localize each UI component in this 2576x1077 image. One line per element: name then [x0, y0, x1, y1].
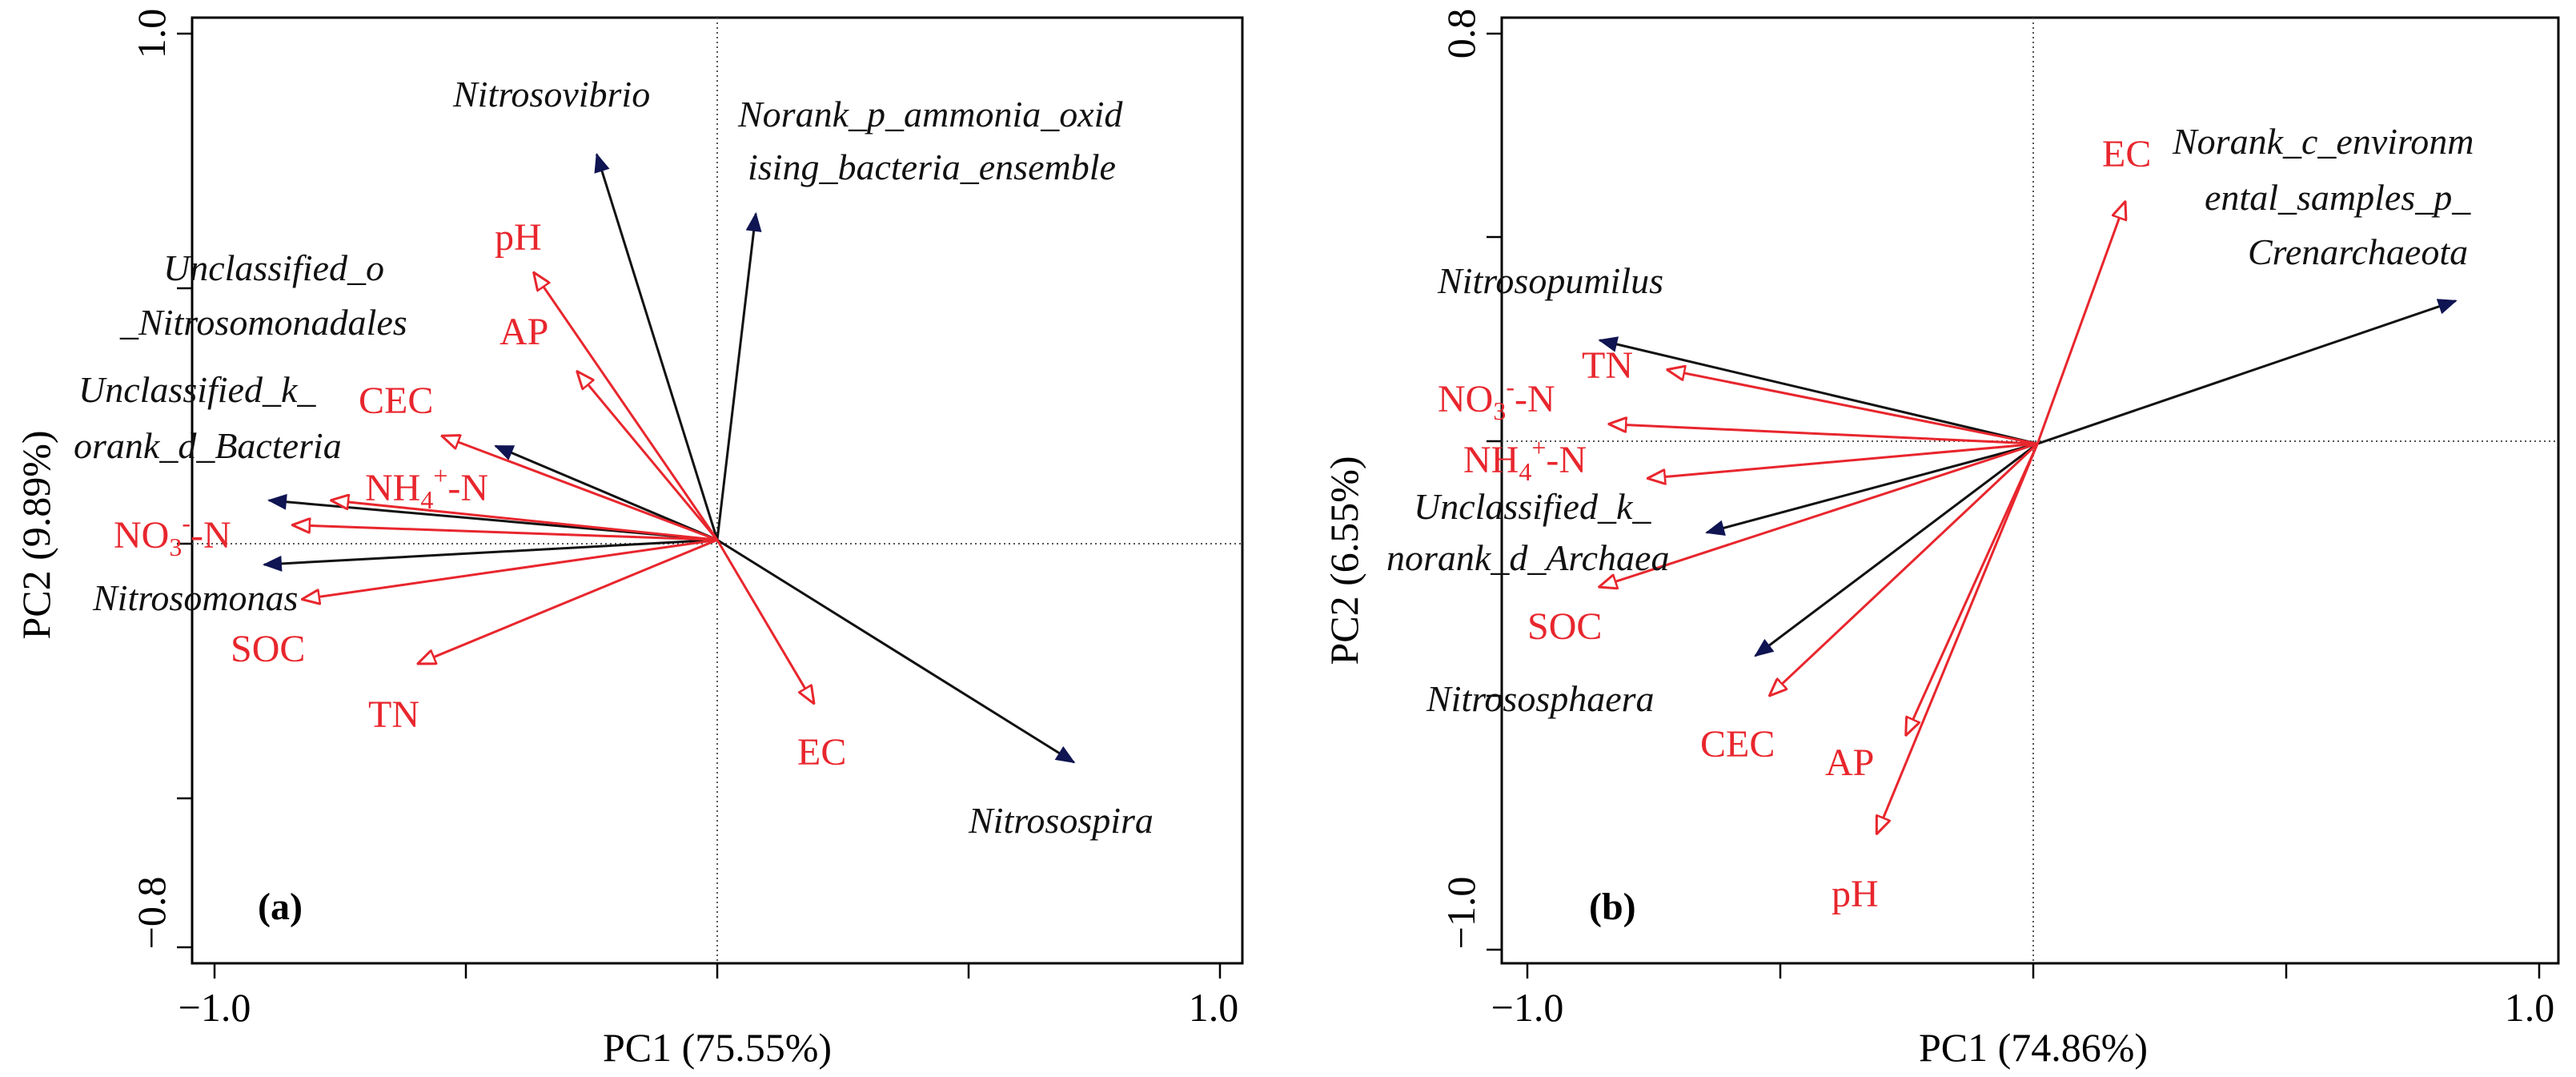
panel-a: −1.0 1.0 1.0 −0.8 PC1 (75.55%) PC2 (9.89…: [14, 9, 1244, 1070]
env-label-tn-b: TN: [1582, 344, 1633, 387]
species-label-uncl-k-line2-b: norank_d_Archaea: [1386, 537, 1669, 578]
species-arrow-norank-c-environmental-samples-p-crenarchaeota-b: [2036, 299, 2458, 445]
panel-letter-a: (a): [258, 886, 303, 928]
species-label-nitrosovibrio-a: Nitrosovibrio: [452, 74, 650, 115]
env-arrow-soc-b: [1599, 442, 2038, 587]
species-arrow-nitrosovibrio-a: [594, 152, 719, 541]
env-arrow-ap-a: [577, 372, 719, 541]
species-label-norank-line1-b: Norank_c_environm: [2172, 121, 2474, 162]
species-label-nitrosospira-a: Nitrosospira: [968, 800, 1154, 841]
env-label-nh4-a: NH4+-N: [365, 461, 488, 514]
species-arrow-unclassified-k-norank-d-archaea-b: [1705, 442, 2038, 536]
env-label-no3-a: NO3--N: [114, 508, 231, 561]
env-arrow-nh4-n-a: [331, 500, 718, 541]
nh4-sub: 4: [420, 485, 433, 514]
no3-sub: 3: [169, 532, 182, 561]
env-label-soc-a: SOC: [231, 628, 305, 670]
env-arrow-nh4-n-b: [1648, 442, 2038, 478]
nh4-rest: -N: [447, 467, 488, 509]
axis-ticks-b: [1487, 32, 2541, 979]
env-label-ap-b: AP: [1825, 741, 1874, 784]
x-axis-label-b: PC1 (74.86%): [1919, 1025, 2148, 1070]
env-label-nh4-b: NH4+-N: [1463, 433, 1587, 486]
no3-rest: -N: [1515, 378, 1555, 420]
species-label-uncl-o-line1-a: Unclassified_o: [163, 247, 384, 288]
species-arrow-nitrosomonas-a: [262, 538, 718, 572]
species-label-norank-line2-b: ental_samples_p_: [2205, 177, 2471, 218]
env-label-no3-b: NO3--N: [1438, 372, 1555, 425]
species-label-norank-line2-a: ising_bacteria_ensemble: [748, 147, 1116, 187]
env-arrow-ec-b: [2036, 202, 2125, 444]
x-tick-max-a: 1.0: [1189, 985, 1239, 1030]
env-label-soc-b: SOC: [1527, 605, 1602, 648]
y-tick-max-b: 0.8: [1438, 9, 1483, 59]
env-label-cec-b: CEC: [1700, 723, 1775, 766]
env-arrow-ec-a: [716, 539, 813, 703]
y-tick-max-a: 1.0: [129, 9, 174, 59]
env-arrow-tn-b: [1667, 370, 2038, 445]
species-label-nitrosopumilus-b: Nitrosopumilus: [1437, 260, 1663, 301]
nh4-base: NH: [365, 467, 420, 509]
y-axis-label-b: PC2 (6.55%): [1322, 456, 1366, 665]
species-label-uncl-o-line2-a: _Nitrosomonadales: [119, 302, 407, 343]
env-arrow-tn-a: [419, 538, 718, 663]
plot-frame-b: [1500, 16, 2560, 965]
env-arrow-no3-n-a: [293, 525, 718, 541]
x-tick-min-a: −1.0: [179, 985, 251, 1030]
x-tick-min-b: −1.0: [1491, 985, 1564, 1030]
y-axis-label-a: PC2 (9.89%): [14, 430, 58, 639]
env-arrow-soc-a: [303, 538, 718, 599]
nh4-sub: 4: [1519, 457, 1531, 486]
env-label-tn-a: TN: [368, 693, 419, 736]
no3-rest: -N: [191, 514, 231, 557]
species-label-uncl-k-line1-a: Unclassified_k_: [78, 369, 316, 410]
species-arrow-nitrosospira-a: [716, 538, 1076, 764]
species-arrow-unclassified-o-nitrosomonadales-a: [494, 444, 718, 541]
x-tick-max-b: 1.0: [2505, 985, 2555, 1030]
env-arrow-cec-b: [1770, 443, 2039, 695]
nh4-rest: -N: [1546, 439, 1587, 481]
species-arrow-nitrosopumilus-b: [1598, 336, 2038, 445]
env-label-ec-b: EC: [2102, 133, 2151, 175]
env-label-ph-b: pH: [1832, 873, 1879, 915]
no3-base: NO: [1438, 378, 1493, 420]
species-label-uncl-k-line2-a: orank_d_Bacteria: [74, 425, 342, 466]
env-arrow-ph-b: [1877, 443, 2039, 834]
species-label-nitrosomonas-a: Nitrosomonas: [92, 577, 298, 618]
nh4-sup: +: [1531, 433, 1546, 462]
panel-b: −1.0 1.0 0.8 −1.0 PC1 (74.86%) PC2 (6.55…: [1322, 9, 2560, 1070]
no3-sup: -: [1506, 372, 1515, 401]
no3-base: NO: [114, 514, 169, 557]
env-label-ph-a: pH: [495, 216, 542, 259]
panel-letter-b: (b): [1589, 886, 1636, 928]
env-arrow-ap-b: [1906, 443, 2039, 734]
nh4-base: NH: [1463, 439, 1519, 481]
nh4-sup: +: [433, 461, 447, 490]
species-label-nitrososphaera-b: Nitrososphaera: [1426, 678, 1655, 719]
y-tick-min-a: −0.8: [129, 877, 174, 950]
y-tick-min-b: −1.0: [1438, 877, 1483, 950]
env-arrow-cec-a: [443, 436, 718, 541]
env-label-cec-a: CEC: [359, 380, 433, 422]
env-label-ec-a: EC: [797, 731, 846, 774]
species-arrow-norank-p-ammonia-oxidising-bacteria-ensemble-a: [716, 211, 762, 541]
axis-ticks-a: [177, 32, 1222, 979]
no3-sub: 3: [1493, 396, 1506, 425]
species-label-norank-line3-b: Crenarchaeota: [2248, 231, 2468, 272]
no3-sup: -: [182, 508, 191, 537]
env-arrow-ph-a: [534, 273, 719, 541]
x-axis-label-a: PC1 (75.55%): [603, 1025, 832, 1070]
species-arrow-nitrososphaera-b: [1754, 443, 2039, 657]
species-label-uncl-k-line1-b: Unclassified_k_: [1414, 486, 1651, 527]
env-label-ap-a: AP: [500, 311, 548, 353]
env-arrow-no3-n-b: [1609, 424, 2038, 445]
species-label-norank-line1-a: Norank_p_ammonia_oxid: [737, 94, 1123, 135]
